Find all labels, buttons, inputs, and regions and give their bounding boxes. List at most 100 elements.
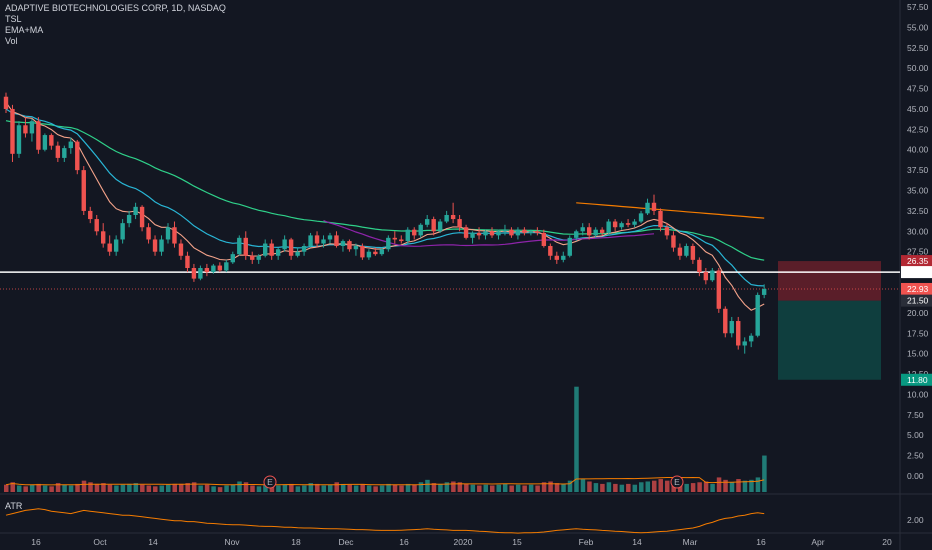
time-axis[interactable]: 16 Oct 14 Nov 18 Dec 16 2020 15 Feb 14 Mar 16 Apr 20 bbox=[31, 537, 892, 547]
candle-body bbox=[139, 206, 145, 228]
candle-body bbox=[515, 229, 521, 236]
volume-bar bbox=[392, 484, 398, 492]
volume-bar bbox=[295, 486, 301, 492]
volume-bar bbox=[626, 483, 631, 492]
atr-tick-label: 2.00 bbox=[907, 515, 924, 525]
candle-body bbox=[269, 243, 274, 256]
volume-bar bbox=[101, 483, 106, 492]
volume-bar bbox=[619, 484, 625, 492]
atr-legend[interactable]: ATR bbox=[5, 501, 23, 511]
volume-bar bbox=[29, 484, 35, 492]
candle-body bbox=[256, 255, 261, 260]
volume-bar bbox=[55, 483, 61, 492]
candle-body bbox=[42, 135, 48, 150]
atr-indicator bbox=[5, 508, 765, 534]
volume-bar bbox=[166, 484, 171, 492]
candle-body bbox=[107, 243, 112, 252]
candle-body bbox=[49, 135, 54, 146]
volume-bar bbox=[23, 486, 28, 492]
candle-body bbox=[204, 268, 210, 273]
candle-body bbox=[81, 170, 86, 211]
candle-body bbox=[275, 249, 281, 256]
volume-bar bbox=[477, 485, 482, 492]
candle-body bbox=[146, 227, 151, 240]
candle-body bbox=[736, 321, 741, 346]
candle-body bbox=[165, 227, 171, 240]
volume-bar bbox=[328, 484, 333, 492]
candle-body bbox=[88, 210, 93, 220]
candle-body bbox=[729, 321, 734, 334]
volume-bar bbox=[664, 480, 670, 492]
price-tick-label: 45.00 bbox=[907, 104, 929, 114]
candle-body bbox=[742, 341, 747, 346]
price-tick-label: 47.50 bbox=[907, 84, 929, 94]
position-tool[interactable] bbox=[778, 261, 881, 380]
volume-bar bbox=[431, 483, 437, 492]
candle-body bbox=[476, 232, 482, 236]
volume-bar bbox=[632, 484, 638, 492]
candle-body bbox=[645, 202, 650, 214]
volume-bar bbox=[574, 386, 579, 492]
time-tick-label: 2020 bbox=[454, 537, 473, 547]
candle-body bbox=[496, 231, 501, 236]
volume-bar bbox=[438, 483, 443, 492]
atr-axis: 2.00 bbox=[907, 515, 924, 525]
volume-bar bbox=[243, 482, 249, 492]
candle-body bbox=[761, 288, 767, 295]
candle-body bbox=[237, 237, 242, 255]
price-tick-label: 55.00 bbox=[907, 22, 929, 32]
candle-body bbox=[301, 245, 307, 252]
level-tag bbox=[901, 266, 932, 279]
candle-body bbox=[399, 239, 404, 242]
candle-body bbox=[392, 237, 397, 240]
candle-body bbox=[3, 96, 9, 109]
ema-fast-line bbox=[5, 101, 765, 311]
candle-body bbox=[62, 148, 67, 158]
chart-legend[interactable]: ADAPTIVE BIOTECHNOLOGIES CORP, 1D, NASDA… bbox=[5, 3, 226, 47]
candle-body bbox=[671, 235, 676, 248]
indicator-vol[interactable]: Vol bbox=[5, 36, 18, 46]
volume-bar bbox=[548, 481, 553, 492]
volume-bar bbox=[418, 482, 424, 492]
volume-bar bbox=[250, 485, 255, 492]
time-tick-label: 16 bbox=[399, 537, 409, 547]
volume-bar bbox=[444, 482, 450, 492]
volume-bar bbox=[153, 486, 158, 492]
indicator-tsl[interactable]: TSL bbox=[5, 14, 22, 24]
volume-bar bbox=[353, 485, 359, 492]
volume-bar bbox=[68, 485, 74, 492]
candle-body bbox=[677, 247, 683, 256]
horizontal-levels[interactable] bbox=[0, 271, 900, 290]
candle-body bbox=[509, 229, 514, 236]
volume-bar bbox=[606, 482, 612, 492]
volume-bar bbox=[107, 484, 113, 492]
volume-bar bbox=[237, 481, 242, 492]
candle-body bbox=[282, 239, 287, 250]
candle-body bbox=[723, 308, 728, 334]
volume-bar bbox=[723, 479, 728, 492]
candle-body bbox=[366, 251, 372, 258]
candle-body bbox=[716, 270, 721, 309]
candlesticks[interactable] bbox=[3, 92, 767, 354]
volume-bar bbox=[211, 486, 216, 492]
earnings-marker bbox=[670, 475, 684, 489]
time-tick-label: 16 bbox=[31, 537, 41, 547]
ema-slow-line bbox=[5, 120, 765, 261]
price-axis[interactable]: 57.50 55.00 52.50 50.00 47.50 45.00 42.50 40.00… bbox=[907, 2, 929, 481]
candle-body bbox=[347, 241, 352, 250]
candle-body bbox=[587, 227, 592, 236]
price-tick-label: 52.50 bbox=[907, 43, 929, 53]
candle-body bbox=[703, 272, 709, 281]
volume-bar bbox=[347, 484, 352, 492]
volume-bar bbox=[120, 484, 126, 492]
indicator-ema-ma[interactable]: EMA+MA bbox=[5, 25, 44, 35]
candle-body bbox=[159, 239, 164, 252]
candle-body bbox=[749, 335, 754, 342]
candle-body bbox=[405, 229, 410, 242]
candle-body bbox=[690, 245, 696, 260]
candle-body bbox=[360, 245, 365, 258]
ema-mid-line bbox=[5, 108, 765, 287]
stop-zone bbox=[778, 261, 881, 301]
